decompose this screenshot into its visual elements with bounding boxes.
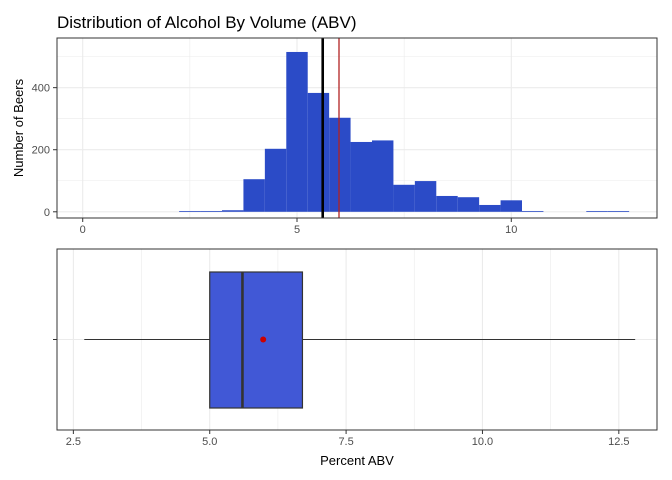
histogram-bar [457,197,480,212]
histogram-bar [222,210,244,212]
histogram-y-tick-label: 200 [32,145,50,157]
histogram-x-tick-label: 0 [80,224,86,236]
boxplot-x-tick-label: 12.5 [608,436,629,448]
mean-point [260,336,267,343]
histogram-bar [200,210,222,212]
boxplot-marks [84,271,636,409]
histogram-bar [414,181,437,212]
histogram-bar [286,51,308,212]
boxplot-x-tick-label: 10.0 [472,436,493,448]
boxplot-x-axis-title: Percent ABV [320,453,394,468]
histogram-bar [522,210,544,212]
histogram-bar [307,92,330,212]
boxplot-panel: 2.5 5.0 7.5 10.0 12.5 Percent ABV [53,248,658,468]
histogram-y-tick-label: 0 [44,207,50,219]
histogram-bar [393,184,415,212]
boxplot-x-tick-label: 7.5 [338,436,353,448]
histogram-x-tick-label: 10 [505,224,517,236]
chart-title: Distribution of Alcohol By Volume (ABV) [57,13,357,32]
histogram-panel: 0 200 400 0 5 10 Number of Beers [11,37,658,236]
histogram-y-tick-label: 400 [32,83,50,95]
boxplot-axes: 2.5 5.0 7.5 10.0 12.5 [53,339,630,448]
histogram-axes: 0 200 400 0 5 10 [32,83,518,236]
histogram-panel-border [56,37,658,219]
histogram-y-axis-title: Number of Beers [11,78,26,177]
histogram-bar [243,179,265,212]
histogram-bar [500,200,522,212]
histogram-bar [372,140,394,212]
histogram-x-tick-label: 5 [294,224,300,236]
histogram-bar [436,195,458,212]
histogram-bar [586,210,608,212]
boxplot-x-tick-label: 5.0 [202,436,217,448]
histogram-bar [264,148,287,212]
histogram-bar [607,210,630,212]
histogram-bar [350,141,372,212]
interquartile-box [209,271,304,409]
histogram-bar [179,210,201,212]
boxplot-x-tick-label: 2.5 [66,436,81,448]
histogram-bar [479,204,501,212]
histogram-reference-lines [321,38,340,218]
histogram-bar [329,117,351,212]
